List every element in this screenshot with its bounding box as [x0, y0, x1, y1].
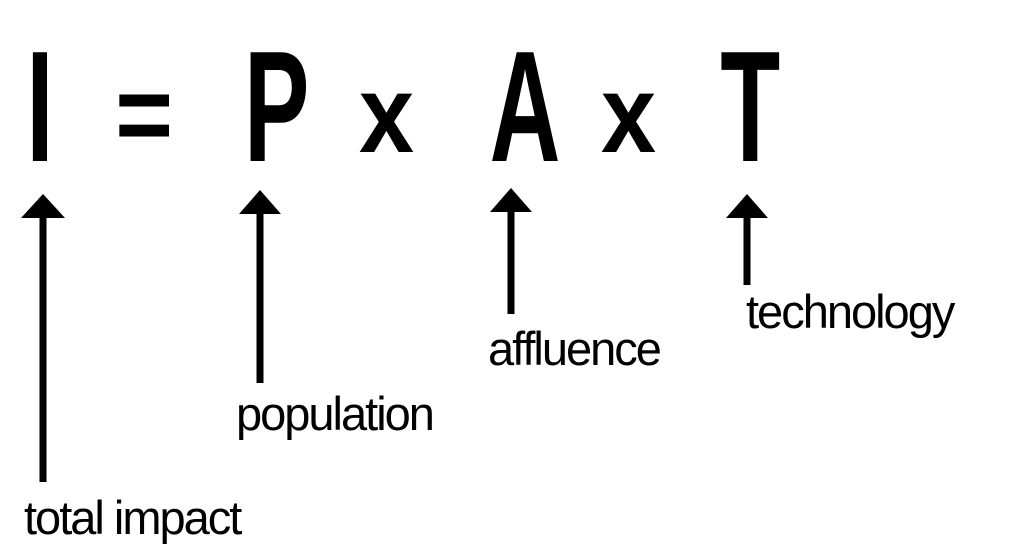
arrow-technology [726, 194, 768, 285]
label-technology: technology [746, 285, 955, 338]
equation-symbol-p: P [244, 19, 310, 195]
equation-symbol-t: T [720, 19, 781, 195]
equals-sign: = [115, 53, 174, 176]
multiplication-sign-1: x [359, 53, 415, 176]
equation-symbol-i: I [26, 19, 54, 195]
label-population: population [236, 387, 435, 440]
arrow-population [239, 190, 281, 383]
equation-symbol-a: A [489, 19, 561, 195]
label-total-impact: total impact [24, 491, 242, 544]
multiplication-sign-2: x [601, 53, 657, 176]
arrow-impact [21, 194, 65, 482]
label-affluence: affluence [488, 322, 662, 375]
arrow-affluence [490, 188, 532, 314]
